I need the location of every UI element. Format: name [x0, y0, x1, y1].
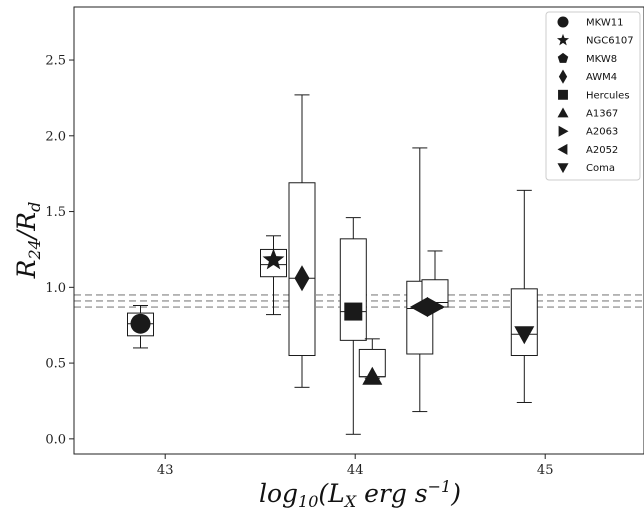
data-point-coma	[514, 326, 535, 345]
data-markers	[130, 248, 535, 385]
legend-label: MKW11	[586, 18, 623, 29]
y-axis-title: R24/Rd	[12, 202, 44, 280]
box-plot	[510, 189, 538, 403]
y-tick-label: 1.5	[45, 205, 66, 220]
data-point-awm4	[294, 265, 310, 292]
data-point-a2052	[409, 297, 428, 318]
data-point-mkw11	[130, 313, 151, 334]
legend-marker-a2063	[558, 125, 569, 137]
box-plot	[288, 94, 316, 388]
legend-label: NGC6107	[586, 36, 634, 47]
x-axis-title: log10(LX erg s−1)	[259, 477, 461, 511]
data-point-hercules	[344, 302, 363, 321]
x-tick-label: 44	[347, 463, 364, 478]
legend-marker-mkw11	[557, 16, 569, 28]
y-tick-label: 0.5	[45, 357, 66, 372]
legend-label: MKW8	[586, 54, 617, 65]
x-tick-label: 45	[537, 463, 554, 478]
legend: MKW11 NGC6107 MKW8 AWM4 Hercules A1367 A2063 A2…	[545, 11, 641, 181]
data-point-a1367	[362, 366, 383, 385]
legend-label: AWM4	[586, 72, 617, 83]
legend-marker-a1367	[557, 107, 569, 118]
box-plots	[127, 94, 538, 435]
legend-label: Coma	[586, 163, 615, 174]
legend-marker-mkw8	[557, 52, 569, 63]
x-tick-label: 43	[157, 463, 174, 478]
box-iqr	[339, 238, 367, 341]
legend-marker-hercules	[558, 89, 568, 100]
box-iqr	[510, 288, 538, 357]
plot-frame	[73, 6, 644, 455]
y-tick-label: 2.5	[45, 54, 66, 69]
data-point-a2063	[427, 297, 445, 318]
y-tick-label: 0.0	[45, 432, 66, 447]
legend-marker-ngc6107	[556, 33, 570, 46]
y-tick-label: 2.0	[45, 129, 66, 144]
legend-label: Hercules	[586, 90, 630, 101]
legend-label: A2063	[586, 127, 618, 138]
box-plot	[260, 235, 287, 316]
reference-lines	[74, 294, 644, 308]
legend-marker-awm4	[558, 69, 568, 84]
legend-marker-coma	[557, 163, 569, 174]
legend-label: A1367	[586, 109, 618, 120]
y-tick-label: 1.0	[45, 281, 66, 296]
data-point-ngc6107	[262, 248, 285, 270]
legend-frame	[545, 11, 641, 181]
legend-label: A2052	[586, 145, 618, 156]
x-axis-ticks: 43 44 45	[157, 454, 554, 478]
y-axis-ticks: 0.0 0.5 1.0 1.5 2.0 2.5	[45, 54, 74, 447]
legend-marker-a2052	[557, 143, 568, 155]
box-plot	[339, 217, 367, 435]
